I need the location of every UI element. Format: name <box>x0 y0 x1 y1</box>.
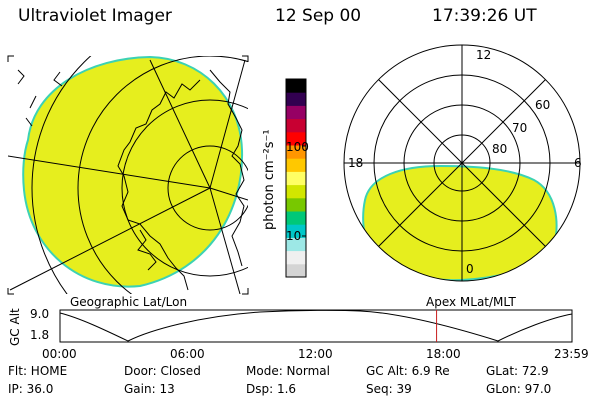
gain-value: Gain: 13 <box>124 382 175 396</box>
mode-status: Mode: Normal <box>246 364 330 378</box>
flight-status: Flt: HOME <box>8 364 68 378</box>
mlat-label-80: 80 <box>492 142 508 156</box>
time-tick-1800: 18:00 <box>426 347 461 361</box>
time-tick-0000: 00:00 <box>42 347 77 361</box>
colorbar-segment <box>286 118 306 133</box>
alt-axis-label: GC Alt <box>8 308 22 346</box>
colorbar-segment <box>286 263 306 278</box>
apex-label: Apex MLat/MLT <box>426 295 516 309</box>
time-tick-1200: 12:00 <box>298 347 333 361</box>
time-tick-0600: 06:00 <box>170 347 205 361</box>
colorbar-segment <box>286 105 306 120</box>
colorbar-segment <box>286 158 306 172</box>
colorbar-segment <box>286 145 306 159</box>
instrument-title: Ultraviolet Imager <box>18 6 172 26</box>
coastline <box>117 69 245 291</box>
colorbar-segment <box>286 211 306 225</box>
dsp-value: Dsp: 1.6 <box>246 382 297 396</box>
mlt-label-18: 18 <box>348 156 364 170</box>
altitude-curve <box>59 309 573 342</box>
colorbar-frame <box>285 78 307 278</box>
colorbar-segment <box>286 250 306 265</box>
colorbar-segment <box>286 171 306 186</box>
mlt-label-12: 12 <box>476 48 492 62</box>
mlat-label-60: 60 <box>535 98 551 112</box>
gc-altitude: GC Alt: 6.9 Re <box>366 364 450 378</box>
sequence-number: Seq: 39 <box>366 382 412 396</box>
colorbar-segment <box>286 79 306 93</box>
alt-tick-low: 1.8 <box>30 328 50 342</box>
geo-latitude: GLat: 72.9 <box>486 364 549 378</box>
colorbar-tick-10: 10 <box>286 229 302 243</box>
geo-longitude: GLon: 97.0 <box>486 382 552 396</box>
observation-time: 17:39:26 UT <box>432 6 537 26</box>
door-status: Door: Closed <box>124 364 201 378</box>
colorbar-segment <box>286 224 306 238</box>
ip-value: IP: 36.0 <box>8 382 54 396</box>
geo-emission-image <box>22 56 244 288</box>
mlt-label-0: 0 <box>466 262 474 276</box>
colorbar-segment <box>286 184 306 199</box>
mlat-label-70: 70 <box>512 121 528 135</box>
colorbar-segment <box>286 237 306 252</box>
geographic-label: Geographic Lat/Lon <box>70 295 188 309</box>
colorbar-tick-100: 100 <box>286 140 309 154</box>
mlt-label-6: 6 <box>574 156 582 170</box>
colorbar-segment <box>286 92 306 106</box>
observation-date: 12 Sep 00 <box>275 6 362 26</box>
alt-tick-high: 9.0 <box>30 307 50 321</box>
colorbar-segment <box>286 197 306 212</box>
colorbar-segment <box>286 131 306 146</box>
time-tick-2359: 23:59 <box>554 347 589 361</box>
